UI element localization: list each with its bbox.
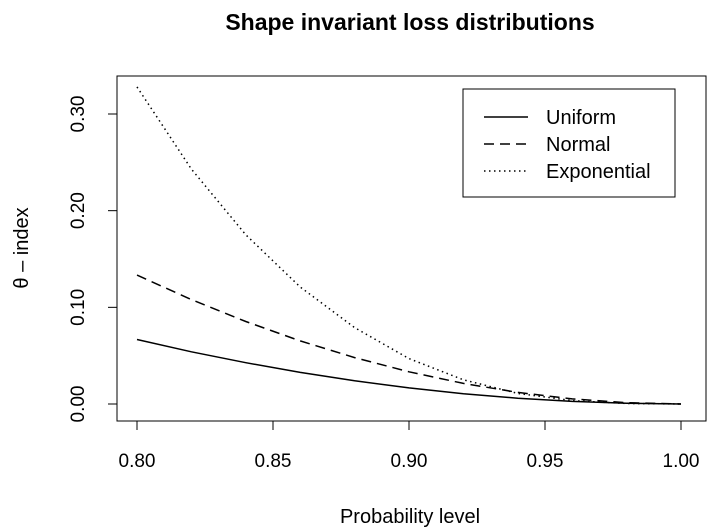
y-axis-label: θ – index (11, 207, 33, 288)
x-tick-label: 0.95 (527, 451, 564, 472)
x-tick-label: 0.85 (255, 451, 292, 472)
x-tick-label: 0.90 (391, 451, 428, 472)
legend: Uniform Normal Exponential (462, 88, 676, 198)
x-axis-label: Probability level (340, 506, 480, 528)
legend-label-uniform: Uniform (546, 107, 616, 129)
legend-label-normal: Normal (546, 134, 610, 156)
x-tick-label: 0.80 (119, 451, 156, 472)
legend-label-exponential: Exponential (546, 161, 651, 183)
chart-title: Shape invariant loss distributions (225, 9, 594, 35)
series-layer (136, 86, 682, 405)
y-tick-label: 0.10 (68, 289, 89, 326)
y-axis: 0.00 0.10 0.20 0.30 (68, 96, 118, 423)
y-tick-label: 0.20 (68, 192, 89, 229)
x-axis: 0.80 0.85 0.90 0.95 1.00 (119, 420, 700, 472)
series-normal-line (136, 274, 682, 405)
y-tick-label: 0.00 (68, 386, 89, 423)
y-tick-label: 0.30 (68, 96, 89, 133)
x-tick-label: 1.00 (663, 451, 700, 472)
legend-box (462, 88, 676, 198)
series-exponential-line (136, 86, 682, 405)
series-uniform-line (136, 338, 682, 405)
